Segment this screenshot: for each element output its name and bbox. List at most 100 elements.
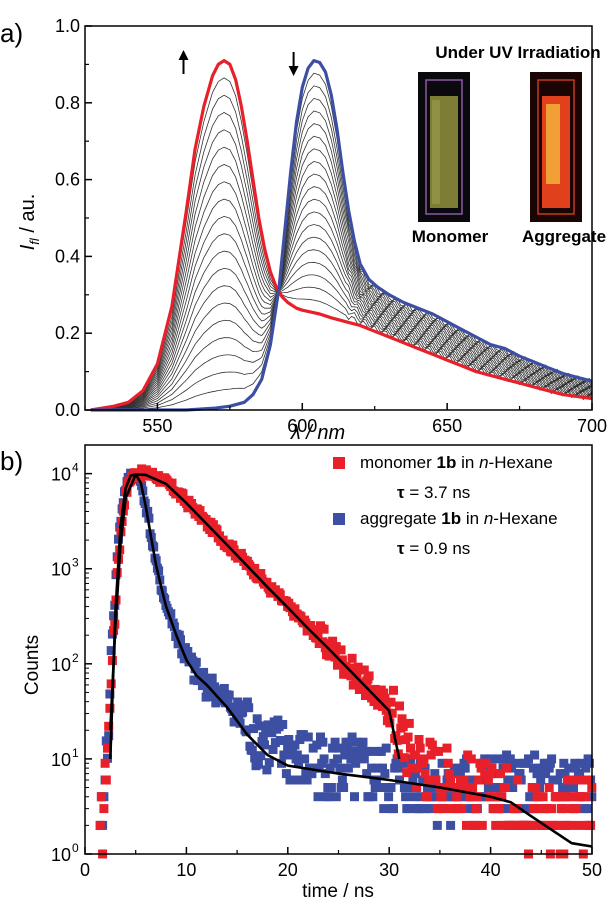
monomer-decay-point: [212, 525, 222, 535]
monomer-decay-point: [420, 769, 430, 779]
monomer-decay-point: [511, 804, 521, 814]
aggregate-decay-point: [337, 775, 347, 785]
aggregate-decay-point: [270, 738, 280, 748]
intermediate-spectrum-10: [90, 186, 593, 411]
aggregate-decay-point: [409, 792, 419, 802]
intermediate-spectrum-7: [90, 148, 593, 411]
monomer-decay-point: [486, 769, 496, 779]
monomer-decay-point: [586, 820, 596, 830]
monomer-decay-point: [178, 489, 188, 499]
aggregate-decay-point: [507, 763, 516, 773]
aggregate-decay-point: [515, 769, 525, 779]
aggregate-decay-point: [378, 763, 387, 773]
monomer-decay-point: [582, 775, 592, 785]
aggregate-decay-point: [301, 769, 311, 779]
intermediate-spectrum-8: [90, 160, 593, 411]
monomer-decay-point: [575, 820, 585, 830]
aggregate-decay-point: [370, 783, 380, 792]
intermediate-spectrum-17: [90, 112, 593, 411]
legend-aggregate-marker: [333, 513, 345, 525]
aggregate-decay-point: [331, 792, 341, 802]
monomer-decay-point: [481, 758, 491, 768]
monomer-decay-point: [492, 792, 502, 802]
monomer-decay-point: [95, 820, 105, 830]
monomer-decay-point: [373, 700, 383, 710]
legend-text-part: n: [484, 509, 493, 528]
aggregate-decay-point: [384, 792, 394, 802]
monomer-decay-point: [427, 740, 437, 750]
aggregate-decay-point: [334, 743, 344, 753]
legend-monomer-label: monomer 1b in n-Hexane: [360, 453, 553, 472]
monomer-decay-point: [410, 750, 420, 760]
aggregate-decay-point: [559, 758, 569, 768]
monomer-decay-point: [408, 763, 418, 773]
aggregate-decay-point: [250, 753, 260, 763]
arrow-up-icon: [178, 50, 189, 60]
aggregate-decay-point: [191, 657, 201, 667]
monomer-decay-point: [346, 671, 356, 681]
panel-a-ylabel-rest: / au.: [17, 194, 39, 238]
panel-a-y-axis-label: Ifl / au.: [17, 194, 42, 251]
aggregate-decay-point: [303, 732, 313, 742]
aggregate-decay-point: [564, 763, 574, 773]
aggregate-decay-point: [460, 763, 470, 773]
panel-a-x-tick-label: 550: [142, 416, 172, 436]
aggregate-decay-point: [437, 758, 447, 768]
aggregate-decay-point: [560, 769, 570, 779]
monomer-decay-point: [498, 820, 508, 830]
monomer-decay-point: [476, 763, 486, 773]
monomer-decay-point: [442, 743, 452, 753]
aggregate-decay-point: [457, 792, 467, 802]
legend-text-part: 1b: [437, 453, 457, 472]
aggregate-decay-point: [575, 769, 585, 779]
aggregate-decay-point: [267, 728, 277, 738]
aggregate-decay-point: [420, 763, 430, 773]
aggregate-decay-point: [431, 792, 441, 802]
monomer-decay-point: [424, 775, 434, 785]
monomer-decay-point: [561, 820, 571, 830]
panel-b-y-tick-exponent: 4: [72, 461, 79, 475]
tau-value: = 3.7 ns: [405, 483, 471, 502]
monomer-decay-point: [564, 804, 574, 814]
aggregate-decay-point: [302, 775, 312, 785]
panel-b-y-axis-label: Counts: [22, 635, 43, 695]
aggregate-decay-point: [533, 769, 543, 779]
aggregate-decay-point: [375, 783, 385, 792]
monomer-decay-point: [434, 746, 443, 756]
panel-a-marks: [90, 59, 593, 412]
monomer-decay-point: [432, 804, 442, 814]
aggregate-decay-point: [280, 750, 290, 760]
monomer-decay-point: [477, 820, 487, 830]
aggregate-decay-point: [258, 732, 268, 742]
aggregate-decay-point: [571, 763, 581, 773]
intermediate-spectrum-6: [90, 135, 593, 411]
monomer-decay-point: [195, 506, 205, 516]
aggregate-decay-point: [294, 758, 303, 768]
legend-text-part: -Hexane: [493, 509, 557, 528]
monomer-decay-point: [392, 735, 402, 745]
monomer-decay-point: [228, 540, 238, 550]
panel-b-x-tick-label: 50: [582, 860, 602, 880]
monomer-decay-point: [395, 701, 404, 711]
legend-text-part: 1b: [441, 509, 461, 528]
monomer-decay-point: [105, 703, 115, 713]
arrow-down-icon: [288, 66, 299, 76]
aggregate-decay-point: [298, 730, 308, 740]
aggregate-decay-point: [381, 743, 391, 753]
monomer-decay-point: [487, 763, 497, 773]
monomer-decay-point: [406, 743, 415, 753]
monomer-decay-point: [483, 775, 493, 785]
aggregate-decay-point: [219, 684, 229, 693]
tau-value: = 0.9 ns: [405, 539, 471, 558]
monomer-decay-point: [474, 775, 484, 785]
monomer-decay-point: [391, 731, 401, 741]
aggregate-decay-point: [268, 745, 278, 754]
monomer-decay-point: [544, 783, 554, 792]
aggregate-decay-point: [247, 745, 257, 755]
aggregate-decay-point: [455, 769, 465, 779]
aggregate-decay-point: [281, 769, 291, 779]
aggregate-decay-point: [362, 769, 372, 779]
legend-text-part: -Hexane: [489, 453, 553, 472]
inset-title: Under UV Irradiation: [435, 43, 600, 62]
